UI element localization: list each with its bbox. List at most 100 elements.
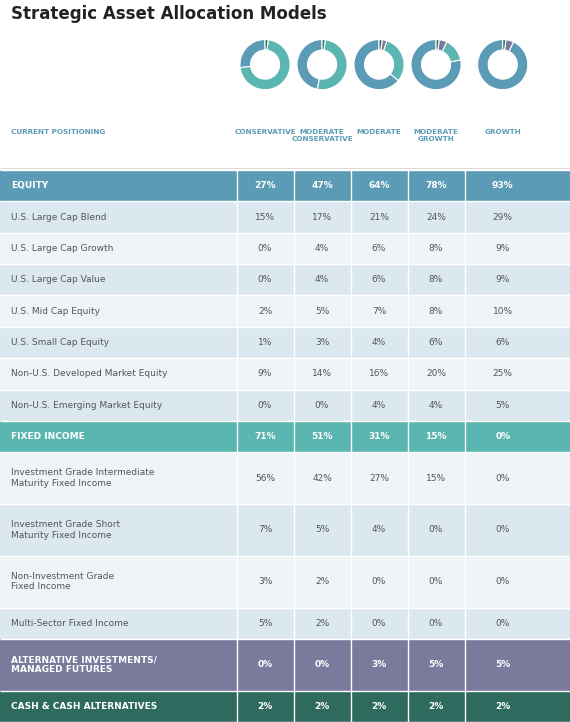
Text: 17%: 17% — [312, 212, 332, 222]
Text: 5%: 5% — [495, 401, 510, 409]
Text: 0%: 0% — [258, 660, 272, 669]
Text: 24%: 24% — [426, 212, 446, 222]
FancyBboxPatch shape — [0, 504, 570, 556]
Text: 2%: 2% — [429, 702, 443, 711]
Text: 71%: 71% — [254, 432, 276, 441]
FancyBboxPatch shape — [0, 452, 570, 504]
Text: 8%: 8% — [429, 307, 443, 316]
Text: ALTERNATIVE INVESTMENTS/
MANAGED FUTURES: ALTERNATIVE INVESTMENTS/ MANAGED FUTURES — [11, 655, 157, 674]
Text: 2%: 2% — [258, 702, 272, 711]
Text: 27%: 27% — [254, 181, 276, 190]
FancyBboxPatch shape — [0, 232, 570, 264]
Text: 2%: 2% — [315, 577, 329, 586]
Text: 0%: 0% — [258, 275, 272, 284]
Text: Non-U.S. Emerging Market Equity: Non-U.S. Emerging Market Equity — [11, 401, 162, 409]
Text: 9%: 9% — [495, 244, 510, 253]
Text: MODERATE: MODERATE — [357, 129, 401, 135]
Text: 6%: 6% — [372, 244, 386, 253]
Text: 2%: 2% — [315, 702, 329, 711]
Text: 21%: 21% — [369, 212, 389, 222]
FancyBboxPatch shape — [0, 170, 570, 201]
Text: 9%: 9% — [258, 370, 272, 378]
Text: 3%: 3% — [315, 338, 329, 347]
Text: 7%: 7% — [258, 526, 272, 534]
Text: 6%: 6% — [372, 275, 386, 284]
Text: Strategic Asset Allocation Models: Strategic Asset Allocation Models — [11, 5, 327, 23]
FancyBboxPatch shape — [0, 556, 570, 607]
FancyBboxPatch shape — [0, 295, 570, 327]
Text: FIXED INCOME: FIXED INCOME — [11, 432, 85, 441]
Text: 14%: 14% — [312, 370, 332, 378]
Text: 4%: 4% — [372, 338, 386, 347]
Text: CONSERVATIVE: CONSERVATIVE — [234, 129, 296, 135]
Text: 0%: 0% — [495, 474, 510, 482]
Text: 6%: 6% — [495, 338, 510, 347]
FancyBboxPatch shape — [0, 201, 570, 232]
Text: 93%: 93% — [492, 181, 514, 190]
Text: 5%: 5% — [315, 307, 329, 316]
FancyBboxPatch shape — [0, 691, 570, 722]
Text: 0%: 0% — [495, 619, 510, 627]
FancyBboxPatch shape — [0, 327, 570, 358]
Text: 51%: 51% — [311, 432, 333, 441]
Text: 9%: 9% — [495, 275, 510, 284]
Text: 5%: 5% — [258, 619, 272, 627]
FancyBboxPatch shape — [0, 358, 570, 390]
Text: 0%: 0% — [315, 660, 329, 669]
Text: Non-U.S. Developed Market Equity: Non-U.S. Developed Market Equity — [11, 370, 168, 378]
Text: 0%: 0% — [429, 526, 443, 534]
Text: U.S. Large Cap Value: U.S. Large Cap Value — [11, 275, 106, 284]
Text: Non-Investment Grade
Fixed Income: Non-Investment Grade Fixed Income — [11, 572, 115, 591]
Text: 8%: 8% — [429, 244, 443, 253]
Text: 0%: 0% — [315, 401, 329, 409]
Text: CASH & CASH ALTERNATIVES: CASH & CASH ALTERNATIVES — [11, 702, 158, 711]
Text: MODERATE
GROWTH: MODERATE GROWTH — [414, 129, 458, 142]
Text: 78%: 78% — [425, 181, 447, 190]
Text: 16%: 16% — [369, 370, 389, 378]
Text: GROWTH: GROWTH — [484, 129, 521, 135]
Text: 0%: 0% — [429, 577, 443, 586]
Text: 31%: 31% — [368, 432, 390, 441]
Text: 0%: 0% — [258, 401, 272, 409]
Text: 4%: 4% — [315, 244, 329, 253]
Text: MODERATE
CONSERVATIVE: MODERATE CONSERVATIVE — [291, 129, 353, 142]
Text: Investment Grade Intermediate
Maturity Fixed Income: Investment Grade Intermediate Maturity F… — [11, 469, 155, 488]
Text: 2%: 2% — [372, 702, 386, 711]
Text: 0%: 0% — [495, 577, 510, 586]
Text: 3%: 3% — [258, 577, 272, 586]
Text: U.S. Large Cap Blend: U.S. Large Cap Blend — [11, 212, 107, 222]
Text: 15%: 15% — [255, 212, 275, 222]
Text: 8%: 8% — [429, 275, 443, 284]
Text: U.S. Small Cap Equity: U.S. Small Cap Equity — [11, 338, 109, 347]
Text: Multi-Sector Fixed Income: Multi-Sector Fixed Income — [11, 619, 129, 627]
Text: 3%: 3% — [372, 660, 386, 669]
Text: CURRENT POSITIONING: CURRENT POSITIONING — [11, 129, 106, 135]
Text: 5%: 5% — [315, 526, 329, 534]
FancyBboxPatch shape — [0, 639, 570, 691]
Text: EQUITY: EQUITY — [11, 181, 48, 190]
Text: 47%: 47% — [311, 181, 333, 190]
Text: 0%: 0% — [495, 526, 510, 534]
FancyBboxPatch shape — [0, 264, 570, 295]
Text: 6%: 6% — [429, 338, 443, 347]
FancyBboxPatch shape — [0, 607, 570, 639]
Text: U.S. Large Cap Growth: U.S. Large Cap Growth — [11, 244, 114, 253]
Text: 1%: 1% — [258, 338, 272, 347]
Text: 42%: 42% — [312, 474, 332, 482]
Text: 7%: 7% — [372, 307, 386, 316]
Text: 4%: 4% — [372, 401, 386, 409]
Text: 0%: 0% — [372, 619, 386, 627]
Text: 0%: 0% — [495, 432, 510, 441]
Text: 64%: 64% — [368, 181, 390, 190]
Text: 20%: 20% — [426, 370, 446, 378]
Text: 10%: 10% — [492, 307, 513, 316]
Text: 2%: 2% — [495, 702, 510, 711]
Text: U.S. Mid Cap Equity: U.S. Mid Cap Equity — [11, 307, 100, 316]
Text: 4%: 4% — [372, 526, 386, 534]
Text: 4%: 4% — [315, 275, 329, 284]
Text: 5%: 5% — [429, 660, 443, 669]
FancyBboxPatch shape — [0, 390, 570, 421]
Text: 15%: 15% — [426, 474, 446, 482]
Text: 0%: 0% — [429, 619, 443, 627]
Text: 0%: 0% — [372, 577, 386, 586]
